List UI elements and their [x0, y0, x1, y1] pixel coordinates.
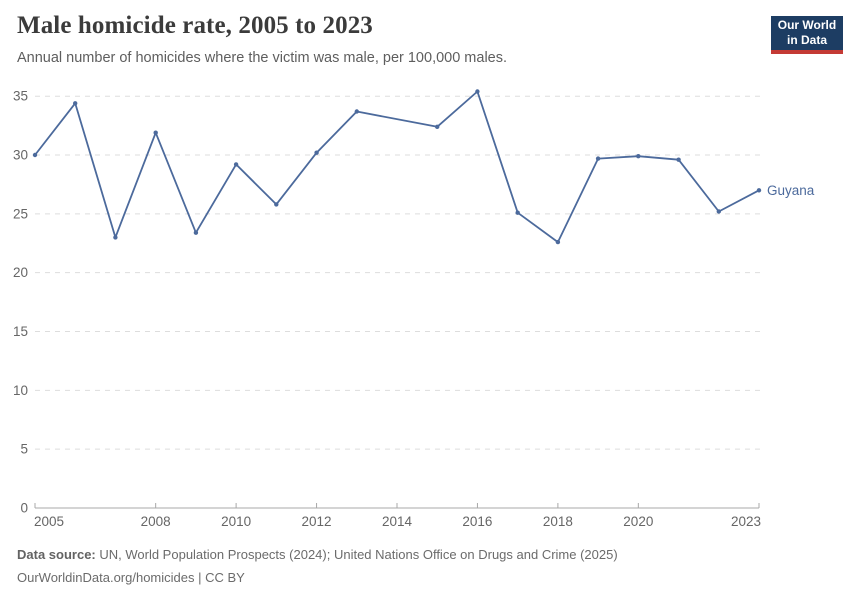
data-point-guyana-2008[interactable]	[153, 130, 158, 135]
chart-footer: Data source: UN, World Population Prospe…	[17, 547, 618, 593]
x-tick-label-2014: 2014	[382, 514, 413, 529]
y-tick-label-30: 30	[13, 148, 28, 163]
data-point-guyana-2012[interactable]	[314, 150, 319, 155]
y-tick-label-20: 20	[13, 265, 28, 280]
data-point-guyana-2018[interactable]	[555, 239, 561, 245]
x-tick-label-2018: 2018	[543, 514, 573, 529]
data-source-label: Data source:	[17, 547, 96, 562]
y-tick-label-10: 10	[13, 383, 28, 398]
y-tick-label-0: 0	[20, 501, 28, 516]
y-tick-label-35: 35	[13, 89, 28, 104]
data-point-guyana-2006[interactable]	[73, 101, 78, 106]
data-point-guyana-2019[interactable]	[595, 156, 601, 161]
owid-logo-line1: Our World	[777, 18, 837, 32]
data-point-guyana-2016[interactable]	[475, 89, 480, 94]
y-tick-label-25: 25	[13, 206, 28, 221]
series-end-label-guyana[interactable]: Guyana	[767, 183, 815, 198]
trend-line-guyana[interactable]	[34, 90, 760, 243]
owid-logo-line2: in Data	[786, 33, 827, 47]
data-point-guyana-2020[interactable]	[636, 154, 641, 159]
license-line[interactable]: OurWorldinData.org/homicides | CC BY	[17, 570, 245, 585]
page-title: Male homicide rate, 2005 to 2023	[17, 12, 373, 39]
data-source-text: UN, World Population Prospects (2024); U…	[95, 547, 618, 562]
x-tick-label-2012: 2012	[302, 514, 332, 529]
owid-logo[interactable]: Our World in Data	[771, 16, 843, 54]
data-point-guyana-2022[interactable]	[716, 209, 721, 214]
data-point-guyana-2011[interactable]	[274, 202, 279, 207]
page-subtitle: Annual number of homicides where the vic…	[17, 50, 508, 66]
chart-svg: 0 5 10 15 20 25 30 35 2005 2008 2010 2012 2014 2016 20…	[13, 89, 815, 529]
data-point-guyana-2005[interactable]	[32, 152, 38, 158]
data-point-guyana-2021[interactable]	[676, 157, 681, 162]
x-tick-label-2023: 2023	[731, 514, 761, 529]
data-point-guyana-2023[interactable]	[756, 188, 762, 193]
data-point-guyana-2015[interactable]	[435, 124, 440, 129]
data-point-guyana-2009[interactable]	[193, 230, 199, 235]
data-point-guyana-2010[interactable]	[233, 162, 239, 167]
data-point-guyana-2013[interactable]	[354, 109, 359, 114]
x-tick-label-2010: 2010	[221, 514, 251, 529]
data-point-guyana-2017[interactable]	[515, 210, 520, 215]
x-tick-label-2008: 2008	[141, 514, 171, 529]
x-tick-label-2005: 2005	[34, 514, 64, 529]
x-tick-label-2016: 2016	[462, 514, 492, 529]
y-tick-label-5: 5	[20, 442, 28, 457]
x-tick-label-2020: 2020	[623, 514, 653, 529]
data-point-guyana-2007[interactable]	[113, 235, 118, 240]
data-source-line: Data source: UN, World Population Prospe…	[17, 547, 618, 562]
y-tick-label-15: 15	[13, 324, 28, 339]
